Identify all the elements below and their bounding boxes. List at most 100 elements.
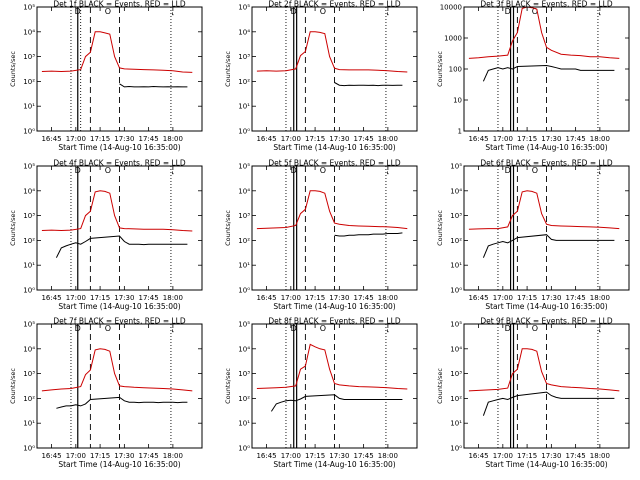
x-tick-label: 17:00 (66, 135, 86, 143)
x-tick-label: 17:45 (354, 135, 374, 143)
x-tick-label: 18:00 (378, 294, 398, 302)
marker-annotation: D (75, 324, 81, 333)
y-tick-label: 10³ (450, 212, 462, 220)
marker-annotation: ⸤ (598, 7, 601, 16)
y-tick-label: 10³ (23, 53, 35, 61)
x-tick-label: 17:45 (139, 135, 159, 143)
y-tick-label: 10⁰ (23, 445, 35, 453)
y-tick-label: 100 (449, 66, 462, 74)
y-tick-label: 10¹ (450, 262, 462, 270)
y-tick-label: 10⁴ (238, 187, 250, 195)
x-tick-label: 17:00 (493, 135, 513, 143)
x-tick-label: 16:45 (468, 135, 488, 143)
y-tick-label: 10⁵ (238, 321, 250, 329)
x-tick-label: 16:45 (41, 135, 61, 143)
y-tick-label: 10⁰ (238, 128, 250, 136)
x-tick-label: 17:45 (354, 294, 374, 302)
y-tick-label: 10⁰ (23, 128, 35, 136)
series-events-line (55, 235, 188, 258)
x-tick-label: 17:45 (354, 452, 374, 460)
y-tick-label: 10⁴ (238, 28, 250, 36)
y-tick-label: 10¹ (238, 420, 250, 428)
marker-annotation: O (532, 324, 538, 333)
x-tick-label: 17:15 (517, 294, 537, 302)
panel-title: Det 3f BLACK = Events, RED = LLD (480, 0, 613, 9)
marker-annotation: ⸤ (386, 324, 389, 333)
marker-annotation: O (320, 166, 326, 175)
x-tick-label: 18:00 (378, 452, 398, 460)
x-tick-label: 17:00 (281, 452, 301, 460)
panel-title: Det 4f BLACK = Events, RED = LLD (53, 159, 186, 168)
x-tick-label: 16:45 (41, 452, 61, 460)
y-tick-label: 10000 (440, 4, 462, 12)
y-tick-label: 10² (450, 395, 462, 403)
x-tick-label: 16:45 (256, 452, 276, 460)
y-tick-label: 10⁵ (238, 163, 250, 171)
y-tick-label: 10³ (23, 212, 35, 220)
series-lld-line (41, 31, 193, 73)
y-axis-label: Counts/sec (9, 368, 17, 404)
x-tick-label: 16:45 (41, 294, 61, 302)
marker-annotation: O (320, 324, 326, 333)
y-axis-label: Counts/sec (224, 51, 232, 87)
marker-annotation: O (532, 166, 538, 175)
marker-annotation: O (105, 7, 111, 16)
y-axis-label: Counts/sec (436, 368, 444, 404)
y-tick-label: 10¹ (450, 420, 462, 428)
y-tick-label: 10¹ (23, 262, 35, 270)
plot-frame (251, 6, 418, 132)
x-tick-label: 17:15 (90, 135, 110, 143)
y-tick-label: 10⁵ (450, 163, 462, 171)
y-tick-label: 10² (23, 237, 35, 245)
y-tick-label: 10² (238, 237, 250, 245)
panel-title: Det 9f BLACK = Events, RED = LLD (480, 317, 613, 326)
y-tick-label: 10³ (450, 370, 462, 378)
panel-title: Det 7f BLACK = Events, RED = LLD (53, 317, 186, 326)
y-tick-label: 10⁰ (450, 445, 462, 453)
x-tick-label: 18:00 (163, 294, 183, 302)
series-lld-line (256, 190, 408, 230)
marker-annotation: D (505, 324, 511, 333)
y-tick-label: 10⁴ (238, 345, 250, 353)
marker-annotation: D (505, 7, 511, 16)
x-tick-label: 18:00 (590, 294, 610, 302)
plot-frame (251, 323, 418, 449)
y-tick-label: 10² (23, 395, 35, 403)
x-tick-label: 17:15 (517, 135, 537, 143)
marker-annotation: O (320, 7, 326, 16)
x-tick-label: 18:00 (378, 135, 398, 143)
series-events-line (334, 232, 403, 237)
x-tick-label: 18:00 (163, 452, 183, 460)
marker-annotation: ⸤ (386, 166, 389, 175)
x-tick-label: 17:00 (493, 452, 513, 460)
x-tick-label: 17:45 (566, 294, 586, 302)
plot-frame (251, 165, 418, 291)
x-tick-label: 17:00 (66, 294, 86, 302)
series-lld-line (468, 348, 620, 392)
series-lld-line (468, 190, 620, 230)
y-tick-label: 10⁴ (450, 187, 462, 195)
series-events-line (482, 64, 615, 82)
y-axis-label: Counts/sec (436, 51, 444, 87)
y-tick-label: 10¹ (23, 420, 35, 428)
y-tick-label: 10⁴ (23, 345, 35, 353)
x-tick-label: 17:30 (114, 135, 134, 143)
y-tick-label: 10⁵ (23, 321, 35, 329)
panel-title: Det 2f BLACK = Events, RED = LLD (268, 0, 401, 9)
x-axis-label: Start Time (14-Aug-10 16:35:00) (58, 460, 180, 469)
series-lld-line (256, 343, 408, 390)
series-events-line (270, 394, 403, 412)
plot-frame (36, 323, 203, 449)
y-tick-label: 10² (238, 78, 250, 86)
series-lld-line (41, 348, 193, 392)
y-tick-label: 10³ (238, 212, 250, 220)
plot-frame (463, 165, 630, 291)
x-tick-label: 17:00 (493, 294, 513, 302)
